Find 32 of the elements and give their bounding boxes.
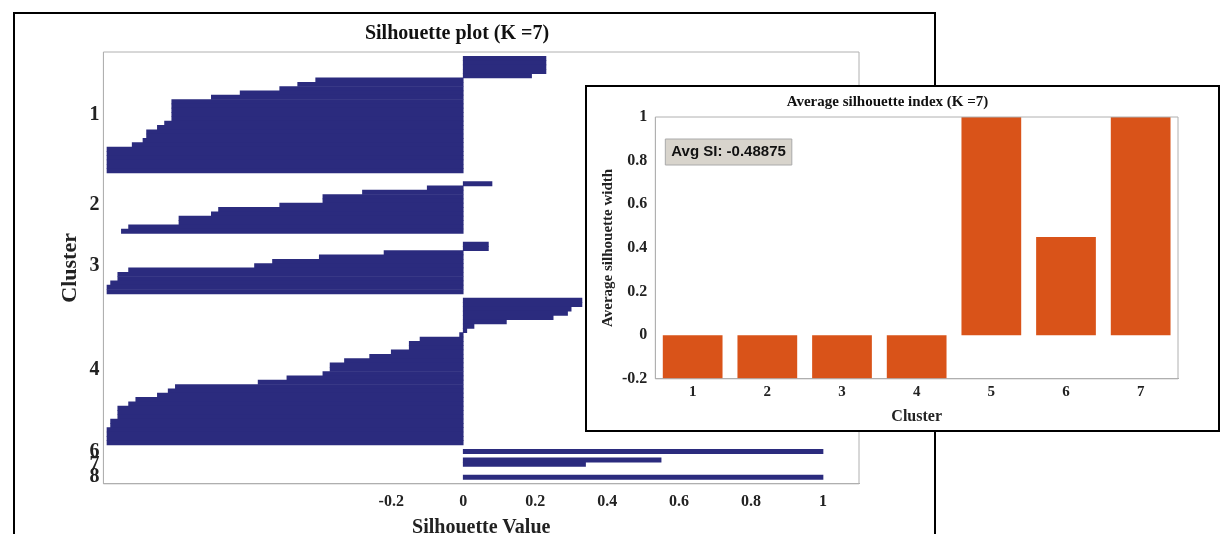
y-tick-label: 2 <box>89 192 100 215</box>
x-axis-title: Silhouette Value <box>412 515 551 534</box>
y-axis-title: Average silhouette width <box>598 168 615 327</box>
y-tick-label: 4 <box>89 356 100 379</box>
x-tick-label: 0.4 <box>597 491 618 509</box>
x-tick-label: 5 <box>987 382 996 399</box>
x-tick-label: 6 <box>1062 382 1071 399</box>
x-tick-label: 0.2 <box>525 491 546 509</box>
x-tick-label: 7 <box>1136 382 1145 399</box>
y-tick-label: 1 <box>639 107 648 125</box>
x-tick-label: 1 <box>688 382 697 399</box>
y-tick-label: 0.2 <box>627 281 648 299</box>
x-tick-label: 0 <box>459 491 468 509</box>
x-tick-label: 0.8 <box>741 491 762 509</box>
y-tick-label: 1 <box>89 101 100 124</box>
x-tick-label: 4 <box>912 382 921 399</box>
chart-title: Average silhouette index (K =7) <box>786 92 989 110</box>
x-tick-label: 3 <box>838 382 846 399</box>
y-tick-label: 3 <box>89 252 100 275</box>
y-tick-label: 0.8 <box>627 150 648 168</box>
x-tick-label: 0.6 <box>669 491 690 509</box>
y-tick-label: 0 <box>639 325 648 343</box>
annotation: Avg SI: -0.48875 <box>671 142 786 160</box>
x-tick-label: 2 <box>763 382 772 399</box>
chart-title: Silhouette plot (K =7) <box>364 21 550 45</box>
x-tick-label: -0.2 <box>378 491 404 509</box>
x-tick-label: 1 <box>819 491 828 509</box>
y-tick-label: -0.2 <box>622 368 648 386</box>
y-tick-label: 0.4 <box>627 238 648 256</box>
y-axis-title: Cluster <box>55 232 81 303</box>
x-axis-title: Cluster <box>891 406 942 424</box>
y-tick-label: 0.6 <box>627 194 648 212</box>
